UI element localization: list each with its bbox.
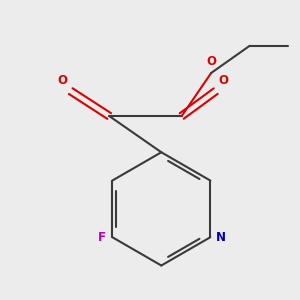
Text: N: N: [216, 231, 226, 244]
Text: F: F: [98, 231, 106, 244]
Text: O: O: [57, 74, 67, 88]
Text: O: O: [206, 56, 216, 68]
Text: O: O: [218, 74, 228, 88]
